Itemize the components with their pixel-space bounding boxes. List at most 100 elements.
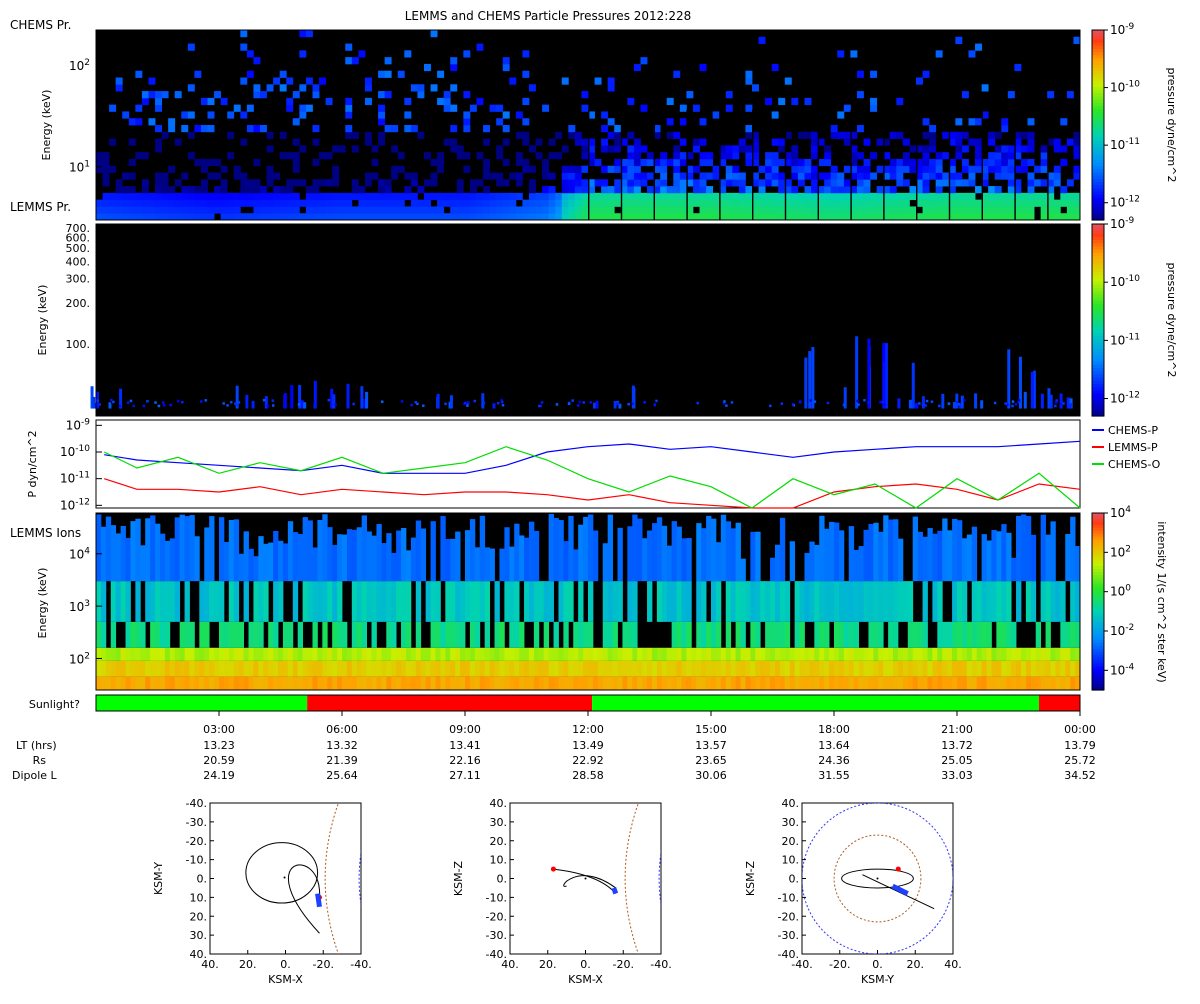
chems-cell bbox=[102, 199, 110, 207]
ions-cell bbox=[671, 660, 677, 677]
chems-cell bbox=[1073, 199, 1081, 207]
ions-cell bbox=[292, 647, 299, 661]
chems-cell bbox=[1073, 152, 1081, 160]
ions-cell bbox=[228, 519, 235, 582]
chems-cell bbox=[856, 206, 864, 214]
chems-cell bbox=[837, 192, 845, 201]
ions-cell bbox=[96, 660, 102, 677]
chems-cell bbox=[961, 158, 969, 167]
chems-cell bbox=[896, 192, 904, 201]
ions-cell bbox=[902, 581, 909, 622]
chems-cell bbox=[588, 138, 595, 146]
ions-cell bbox=[656, 517, 663, 582]
ions-cell bbox=[174, 581, 181, 622]
chems-ytick-label: 102 bbox=[69, 58, 90, 73]
chems-cell bbox=[141, 179, 149, 187]
chems-cell bbox=[102, 179, 110, 187]
ions-cell bbox=[588, 621, 594, 648]
lemms-burst bbox=[92, 396, 96, 409]
ions-cell bbox=[838, 530, 845, 582]
ions-cell bbox=[932, 676, 938, 690]
ions-cell bbox=[1060, 676, 1066, 690]
chems-cell bbox=[771, 158, 779, 167]
lemms-burst bbox=[290, 385, 294, 409]
lemms-speck bbox=[993, 401, 997, 405]
chems-cell bbox=[1014, 186, 1022, 194]
chems-cell bbox=[719, 186, 727, 194]
chems-cell bbox=[404, 206, 412, 214]
chems-cell bbox=[476, 179, 484, 187]
lemms-cbar-swatch bbox=[1092, 297, 1104, 302]
ions-cell bbox=[435, 581, 441, 622]
chems-gap bbox=[981, 110, 983, 220]
ions-cbar-swatch bbox=[1092, 604, 1104, 608]
orbit-xtick-label: 40. bbox=[501, 958, 519, 971]
orbit-ytick-label: 30. bbox=[782, 816, 800, 829]
ions-cell bbox=[1070, 516, 1076, 582]
chems-cell bbox=[581, 145, 589, 153]
chems-cell bbox=[922, 152, 930, 160]
chems-cell bbox=[883, 206, 891, 214]
chems-cell bbox=[424, 206, 431, 214]
ions-cell bbox=[140, 676, 146, 690]
ions-cell bbox=[425, 676, 431, 690]
chems-cell bbox=[109, 213, 117, 221]
chems-cell bbox=[935, 192, 943, 201]
chems-cell bbox=[758, 199, 766, 207]
sunlight-panel: Sunlight? bbox=[29, 694, 1081, 712]
ions-cell bbox=[322, 660, 328, 677]
chems-cell bbox=[384, 186, 392, 194]
chems-cell bbox=[581, 165, 589, 173]
ions-cell bbox=[647, 676, 653, 690]
chems-cell bbox=[797, 213, 805, 221]
chems-cell bbox=[732, 172, 740, 180]
ions-cell bbox=[381, 647, 387, 661]
ions-cell bbox=[666, 545, 673, 582]
lemms-cbar-swatch bbox=[1092, 361, 1104, 366]
ions-cell bbox=[1055, 647, 1061, 661]
chems-cell bbox=[607, 84, 615, 92]
chems-cell bbox=[889, 165, 897, 173]
chems-cell bbox=[561, 172, 569, 180]
lemms-burst bbox=[941, 393, 945, 409]
ions-cell bbox=[617, 676, 623, 690]
ions-cbar-swatch bbox=[1092, 513, 1104, 517]
orbit-ytick-label: 40. bbox=[490, 797, 508, 810]
ions-cell bbox=[184, 660, 190, 677]
chems-cell bbox=[568, 206, 576, 214]
chems-cell bbox=[483, 213, 490, 221]
chems-cell bbox=[135, 152, 143, 160]
ions-cell bbox=[100, 647, 107, 661]
ions-cell bbox=[602, 543, 609, 582]
ions-cbar-swatch bbox=[1092, 572, 1104, 576]
ions-cell bbox=[627, 581, 633, 622]
chems-cell bbox=[548, 192, 556, 201]
ions-cell bbox=[794, 660, 800, 677]
chems-cell bbox=[410, 206, 418, 214]
chems-cell bbox=[902, 199, 910, 207]
lemms-speck bbox=[842, 403, 846, 407]
ions-cell bbox=[647, 660, 653, 677]
ions-cell bbox=[524, 660, 530, 677]
ions-cell bbox=[691, 676, 697, 690]
chems-cell bbox=[902, 152, 910, 160]
chems-cell bbox=[614, 186, 622, 194]
ions-cbar-swatch bbox=[1092, 654, 1104, 659]
ions-cell bbox=[686, 538, 692, 582]
chems-cell bbox=[686, 172, 694, 180]
chems-cbar-swatch bbox=[1092, 102, 1104, 107]
chems-cell bbox=[155, 199, 162, 207]
lemms-speck bbox=[297, 403, 301, 406]
ions-cell bbox=[1075, 621, 1081, 648]
chems-cell bbox=[830, 192, 838, 201]
ions-cell bbox=[287, 647, 294, 661]
ions-cell bbox=[966, 660, 973, 677]
chems-cell bbox=[483, 158, 490, 167]
lemms-cbar-swatch bbox=[1092, 236, 1104, 241]
ions-cell bbox=[829, 647, 835, 661]
chems-cell bbox=[279, 131, 287, 139]
lemms-burst bbox=[959, 403, 963, 409]
lemms-cbar-swatch bbox=[1092, 403, 1104, 407]
chems-cbar-swatch bbox=[1092, 207, 1104, 212]
ions-cell bbox=[691, 647, 697, 661]
